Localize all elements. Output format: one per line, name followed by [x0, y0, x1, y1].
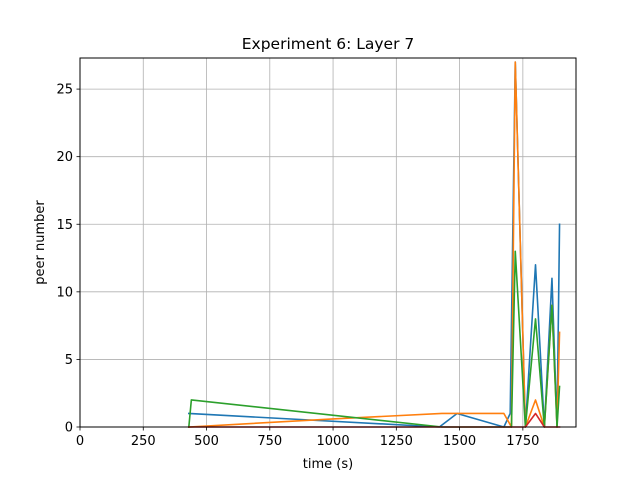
y-tick-label: 0 — [65, 421, 73, 436]
x-tick-label: 500 — [194, 434, 219, 449]
x-tick-label: 250 — [131, 434, 156, 449]
x-axis-label: time (s) — [303, 457, 353, 472]
x-tick-label: 750 — [257, 434, 282, 449]
y-tick-label: 20 — [56, 150, 73, 165]
x-tick-label: 1250 — [380, 434, 413, 449]
x-tick-label: 0 — [76, 434, 84, 449]
x-tick-label: 1500 — [443, 434, 476, 449]
plot-frame — [79, 57, 577, 428]
y-tick-label: 5 — [65, 353, 73, 368]
y-axis-label: peer number — [33, 200, 48, 285]
y-tick-label: 15 — [56, 218, 73, 233]
ticks: 0 250 500 750 1000 1250 1500 1750 0 5 10 15 20 25 — [56, 83, 539, 449]
y-tick-label: 25 — [56, 83, 73, 98]
x-tick-label: 1750 — [506, 434, 539, 449]
x-tick-label: 1000 — [317, 434, 350, 449]
y-tick-label: 10 — [56, 285, 73, 300]
chart-title: Experiment 6: Layer 7 — [242, 35, 415, 53]
